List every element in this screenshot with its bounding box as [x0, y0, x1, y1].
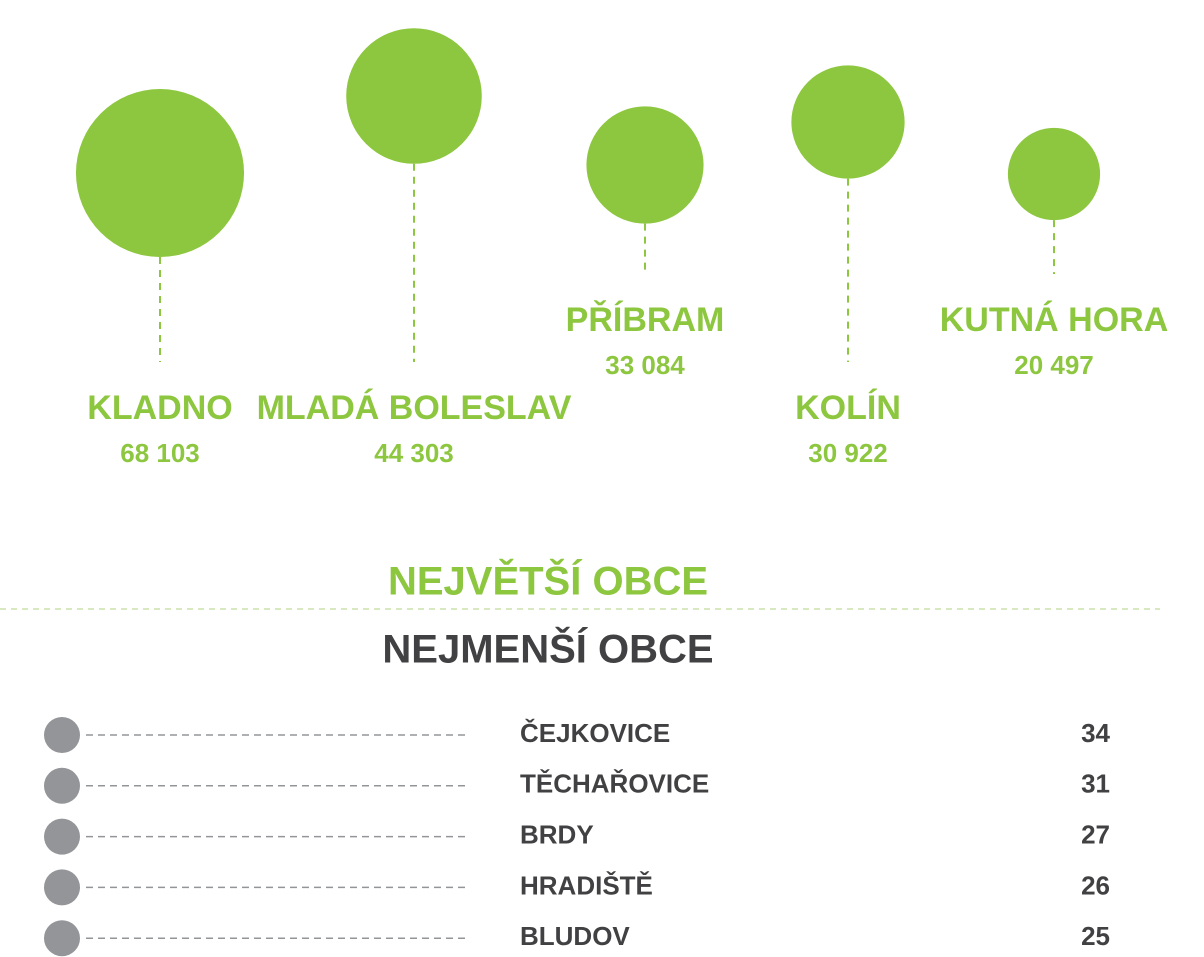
bullet — [44, 920, 80, 957]
bullet — [44, 717, 80, 753]
village-population: 26 — [1081, 870, 1110, 900]
town-name: KLADNO — [87, 389, 232, 427]
village-population: 27 — [1081, 819, 1110, 849]
town-population: 33 084 — [605, 350, 685, 380]
village-population: 34 — [1081, 718, 1110, 748]
village-population: 25 — [1081, 921, 1110, 951]
town-population: 44 303 — [374, 438, 454, 468]
bubble — [75, 88, 245, 258]
bubble — [791, 65, 905, 179]
village-population: 31 — [1081, 769, 1110, 799]
village-name: HRADIŠTĚ — [520, 870, 653, 900]
town-name: KUTNÁ HORA — [940, 301, 1169, 339]
bubble — [586, 106, 704, 224]
bullet — [44, 818, 80, 855]
smallest-title: NEJMENŠÍ OBCE — [382, 626, 713, 672]
village-name: BLUDOV — [520, 921, 630, 951]
town-name: PŘÍBRAM — [566, 301, 725, 339]
town-population: 68 103 — [120, 438, 200, 468]
bullet — [44, 767, 80, 804]
town-name: MLADÁ BOLESLAV — [257, 389, 572, 427]
largest-title: NEJVĚTŠÍ OBCE — [388, 558, 708, 604]
town-population: 20 497 — [1014, 350, 1094, 380]
town-name: KOLÍN — [795, 389, 901, 427]
village-name: BRDY — [520, 819, 594, 849]
bubble — [1007, 127, 1101, 221]
village-name: ČEJKOVICE — [520, 718, 670, 748]
town-population: 30 922 — [808, 438, 888, 468]
village-name: TĚCHAŘOVICE — [520, 769, 709, 799]
bullet — [44, 869, 80, 906]
bubble — [346, 28, 482, 164]
